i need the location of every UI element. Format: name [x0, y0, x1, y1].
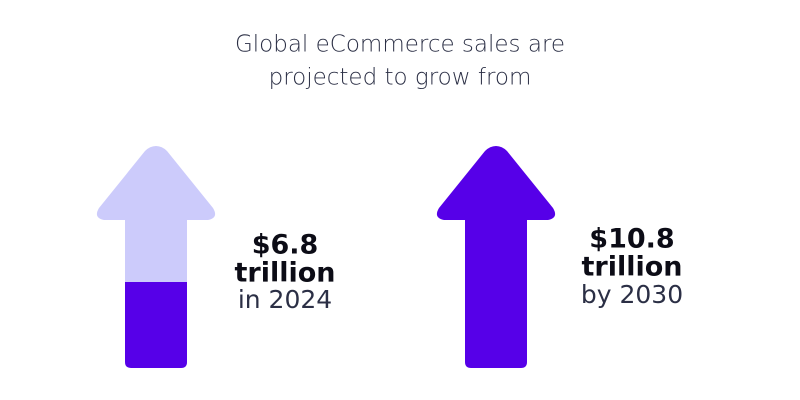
- arrow-fill: [125, 282, 187, 368]
- title-line: projected to grow from: [269, 65, 532, 91]
- unit: trillion: [581, 252, 682, 283]
- period: by 2030: [581, 280, 683, 309]
- title-line: Global eCommerce sales are: [235, 32, 565, 58]
- amount: $6.8: [252, 230, 319, 261]
- arrow-fill: [436, 146, 556, 368]
- period: in 2024: [238, 285, 332, 314]
- unit: trillion: [234, 258, 335, 289]
- amount: $10.8: [589, 224, 674, 255]
- arrow-2024: [96, 146, 216, 368]
- arrow-2030: [436, 146, 556, 368]
